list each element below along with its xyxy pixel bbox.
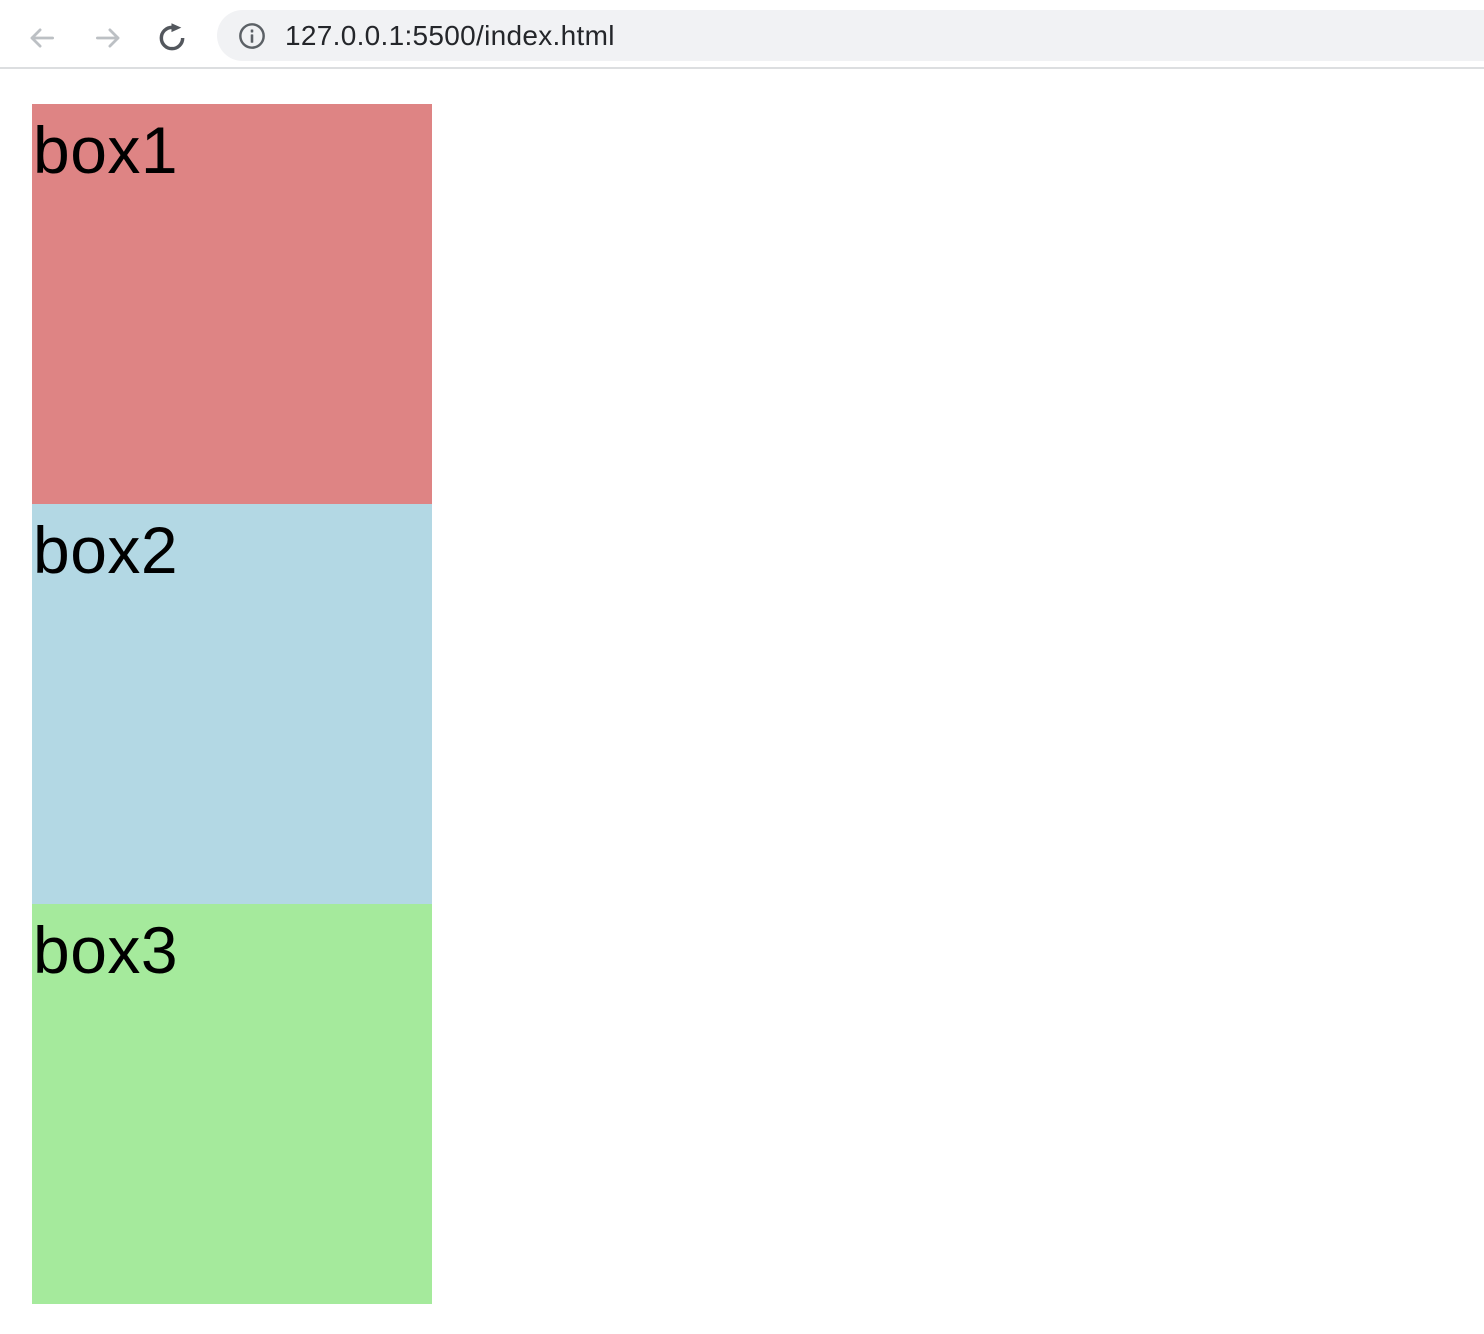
box-2: box2: [32, 504, 432, 904]
back-arrow-icon: [30, 28, 54, 48]
back-button[interactable]: [26, 22, 58, 54]
reload-icon: [159, 23, 185, 51]
address-bar[interactable]: 127.0.0.1:5500/index.html: [217, 10, 1484, 61]
site-info-icon[interactable]: [238, 22, 266, 50]
page-content: box1 box2 box3: [0, 69, 1484, 1304]
url-text[interactable]: 127.0.0.1:5500/index.html: [285, 19, 615, 51]
box-1: box1: [32, 104, 432, 504]
forward-button[interactable]: [92, 22, 124, 54]
forward-arrow-icon: [96, 28, 120, 48]
reload-button[interactable]: [156, 22, 188, 54]
browser-toolbar: 127.0.0.1:5500/index.html: [0, 0, 1484, 69]
box-3: box3: [32, 904, 432, 1304]
